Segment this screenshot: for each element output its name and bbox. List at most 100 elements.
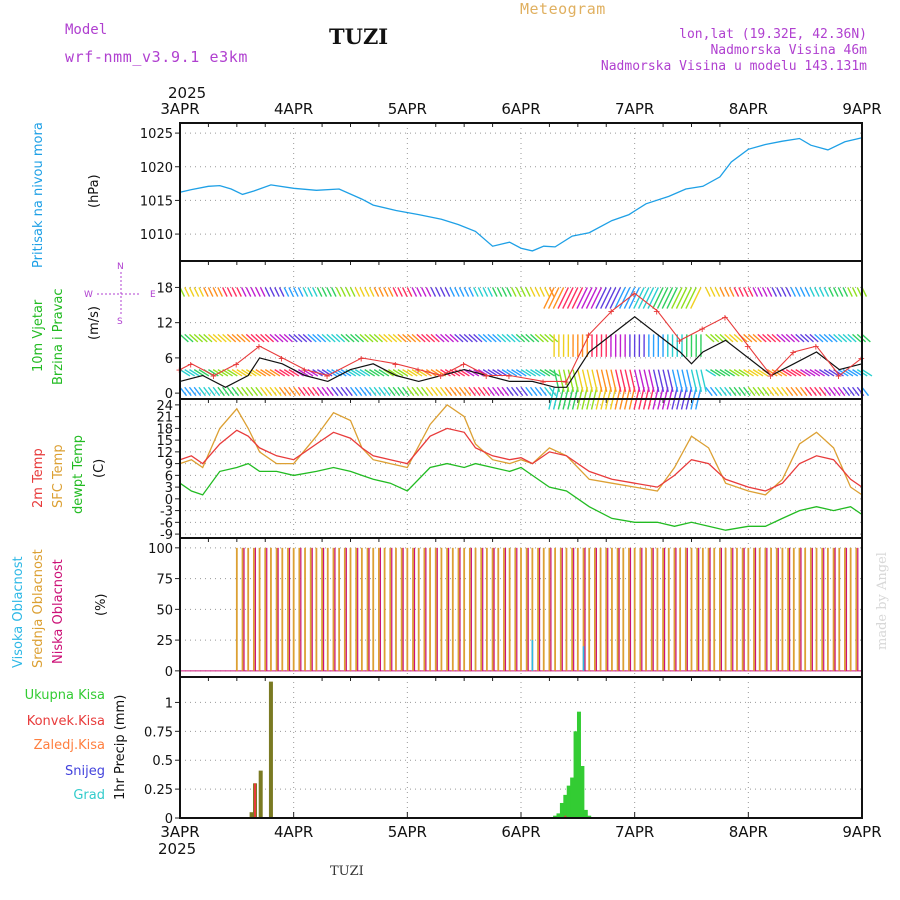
wind-barb [345,287,351,297]
wind-gust-line [179,292,863,382]
wind-barb [231,386,240,397]
wind-barb [274,369,286,377]
wind-barb [510,287,517,297]
wind-barb [369,369,380,377]
top-day-label: 5APR [388,100,427,118]
wind-gust-marker: + [278,352,285,365]
wind-barb [747,287,754,297]
wind-speed-line [179,316,863,388]
wind-barb [435,287,441,297]
wind-barb [477,333,488,343]
precip-ukupna-bar [583,809,588,818]
wind-barb [757,333,767,343]
wind-barb [449,287,456,297]
wind-barb [814,333,824,343]
wind-barb [217,287,223,297]
elevation-text: Nadmorska Visina 46m [710,43,867,58]
wind-barb [539,287,546,297]
precip-konvek-bar [254,783,257,818]
wind-barb [454,287,460,297]
wind-barb [837,333,848,343]
wind-barb [411,287,418,297]
wind-barb [605,369,613,392]
cloud-ytick-label: 50 [156,603,173,618]
wind-barb [350,369,361,377]
wind-barb [378,287,384,297]
wind-barb [231,369,243,377]
wind-barb [364,369,376,377]
wind-barb [293,386,301,397]
wind-barb [510,386,519,397]
temp-label-sfc: SFC Temp [51,444,66,508]
precip-ukupna-bar [576,711,581,818]
wind-gust-marker: + [722,311,729,324]
wind-barb [321,287,328,297]
wind-barb [562,369,570,392]
wind-barb [719,287,725,297]
wind-barb [297,333,308,343]
wind-barb [487,386,495,397]
wind-barb [590,287,603,309]
wind-barb [302,287,309,297]
wind-barb [837,386,846,397]
wind-barb [648,369,655,392]
temp-ytick-label: -9 [160,528,173,543]
wind-barb [799,287,806,297]
wind-barb [705,369,717,377]
wind-barb [212,386,221,397]
wind-barb [795,287,801,297]
wind-barb [283,369,295,377]
wind-barb [856,287,863,297]
wind-barb [795,333,805,343]
wind-barb [340,333,350,343]
temp-ytick-label: 15 [156,434,173,449]
wind-barb [710,369,721,377]
wind-barb [463,333,473,343]
wind-barb [397,333,407,343]
wind-barb [335,333,346,343]
wind-barb [449,333,459,343]
wind-barb [269,333,279,343]
wind-barb [562,287,574,309]
wind-barb [515,333,526,343]
wind-barb [652,287,664,309]
wind-barb [724,369,735,377]
wind-barb [349,287,356,297]
wind-barb [274,386,282,397]
wind-barb [193,386,202,397]
wind-barb [406,369,418,377]
wind-barb [425,333,436,343]
wind-barb [709,287,716,297]
wind-barb [378,386,386,397]
wind-barb [440,369,451,377]
wind-barb [809,369,821,377]
wind-barb [619,369,627,392]
wind-barb [368,287,375,297]
wind-barb [680,287,693,309]
wind-barb [572,369,579,392]
wind-barb [444,386,453,397]
precip-ytick-label: 0.75 [144,725,173,740]
wind-barb [733,333,743,343]
precip-konvek-bar [564,815,567,818]
wind-barb [539,386,547,397]
precip-ukupna-bar [566,785,571,818]
wind-gust-marker: + [676,334,683,347]
wind-barb [752,333,762,343]
wind-barb [566,287,579,309]
wind-barb [766,369,778,377]
cloud-label-visoka: Visoka Oblacnost [11,556,26,668]
wind-barb [795,386,803,397]
wind-barb [430,333,440,343]
temp-ytick-label: -6 [160,516,173,531]
wind-barb [335,287,342,297]
wind-barb [506,386,514,397]
wind-barb [814,369,825,377]
wind-barb [544,386,552,397]
wind-barb [203,386,211,397]
wind-barb [828,369,840,377]
wind-barb [795,369,807,377]
wind-barb [766,333,777,343]
model-elevation-text: Nadmorska Visina u modelu 143.131m [601,59,867,74]
wind-barb [781,333,791,343]
